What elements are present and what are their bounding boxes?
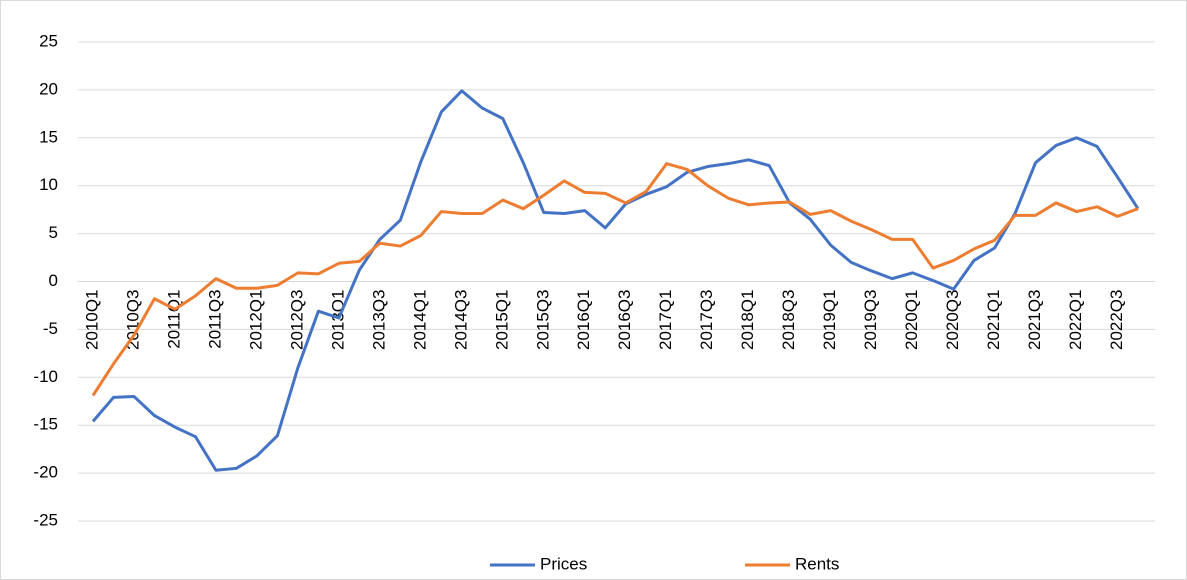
x-tick-label: 2010Q3: [123, 290, 142, 351]
y-tick-label: 25: [39, 31, 58, 50]
series-line: [91, 162, 1139, 397]
x-tick-label: 2016Q1: [574, 290, 593, 351]
y-tick-label: 20: [39, 79, 58, 98]
x-tick-label: 2022Q1: [1066, 290, 1085, 351]
x-tick-label: 2021Q1: [984, 290, 1003, 351]
x-tick-label: 2018Q1: [738, 290, 757, 351]
x-tick-label: 2013Q1: [328, 290, 347, 351]
x-tick-label: 2017Q3: [697, 290, 716, 351]
series-line: [91, 89, 1140, 472]
y-tick-label: 5: [49, 223, 58, 242]
x-tick-label: 2013Q3: [369, 290, 388, 351]
x-tick-label: 2017Q1: [656, 290, 675, 351]
x-tick-label: 2021Q3: [1025, 290, 1044, 351]
y-tick-label: 15: [39, 127, 58, 146]
x-tick-label: 2011Q1: [164, 290, 183, 349]
y-tick-label: -25: [33, 510, 58, 529]
y-tick-label: -10: [33, 367, 58, 386]
y-tick-label: -5: [43, 319, 58, 338]
x-tick-label: 2022Q3: [1107, 290, 1126, 351]
y-tick-label: -20: [33, 463, 58, 482]
legend-label: Rents: [795, 554, 839, 573]
x-tick-label: 2018Q3: [779, 290, 798, 351]
legend-label: Prices: [540, 554, 587, 573]
y-tick-label: 0: [49, 271, 58, 290]
x-tick-label: 2012Q3: [287, 290, 306, 351]
x-tick-label: 2011Q3: [205, 290, 224, 349]
x-tick-label: 2020Q3: [943, 290, 962, 351]
x-tick-label: 2014Q3: [451, 289, 470, 350]
x-tick-label: 2015Q3: [533, 290, 552, 351]
x-tick-label: 2010Q1: [82, 290, 101, 351]
x-tick-label: 2016Q3: [615, 290, 634, 351]
x-tick-label: 2015Q1: [492, 290, 511, 351]
y-tick-label: -15: [33, 415, 58, 434]
x-tick-label: 2019Q1: [820, 290, 839, 351]
y-tick-label: 10: [39, 175, 58, 194]
x-tick-label: 2014Q1: [410, 290, 429, 351]
x-tick-label: 2012Q1: [246, 290, 265, 351]
x-tick-label: 2020Q1: [902, 290, 921, 351]
x-tick-label: 2019Q3: [861, 290, 880, 351]
